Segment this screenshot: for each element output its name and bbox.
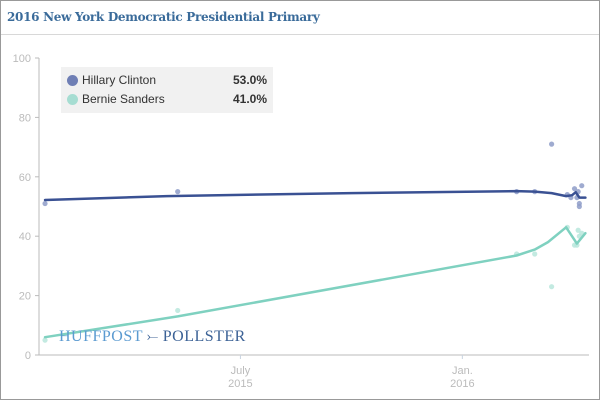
poll-point-clinton [576,203,582,210]
poll-point-clinton [175,189,181,195]
huffpost-pollster-logo: HUFFPOST ⤚ POLLSTER [59,328,246,346]
legend-name-sanders: Bernie Sanders [82,92,165,106]
legend-swatch-clinton [67,75,78,86]
legend-swatch-sanders [67,94,78,105]
y-tick-label: 40 [19,231,31,243]
x-tick-label-month: July [231,365,251,377]
title-bar: 2016 New York Democratic Presidential Pr… [1,1,599,35]
y-tick-label: 80 [19,112,31,124]
legend-item-clinton[interactable]: Hillary Clinton 53.0% [67,72,267,90]
poll-point-sanders [42,337,48,343]
poll-point-sanders [575,227,581,233]
legend-value-sanders: 41.0% [232,92,267,106]
y-tick-label: 100 [13,53,31,65]
poll-point-clinton [579,183,585,189]
logo-huffpost-text: HUFFPOST [59,328,144,345]
x-tick-label-year: 2015 [228,378,252,390]
legend-item-sanders[interactable]: Bernie Sanders 41.0% [67,91,267,109]
y-tick-label: 20 [19,291,31,303]
x-tick-label-year: 2016 [450,378,474,390]
legend-name-clinton: Hillary Clinton [82,73,157,87]
poll-point-clinton [549,141,555,147]
legend: Hillary Clinton 53.0% Bernie Sanders 41.… [61,67,273,113]
x-tick-label-month: Jan. [452,365,473,377]
poll-point-sanders [549,284,555,290]
logo-pollster-text: POLLSTER [162,328,246,345]
trend-line-clinton [43,189,587,202]
poll-point-clinton [42,200,48,207]
poll-point-clinton [571,186,578,192]
y-tick-label: 60 [19,172,31,184]
poll-point-sanders [532,251,538,257]
pollster-swoosh-icon: ⤚ [147,330,159,345]
y-tick-label: 0 [25,350,31,362]
poll-point-sanders [175,307,181,314]
trend-line-sanders [43,226,587,339]
chart-title: 2016 New York Democratic Presidential Pr… [7,10,320,24]
legend-value-clinton: 53.0% [232,73,267,87]
